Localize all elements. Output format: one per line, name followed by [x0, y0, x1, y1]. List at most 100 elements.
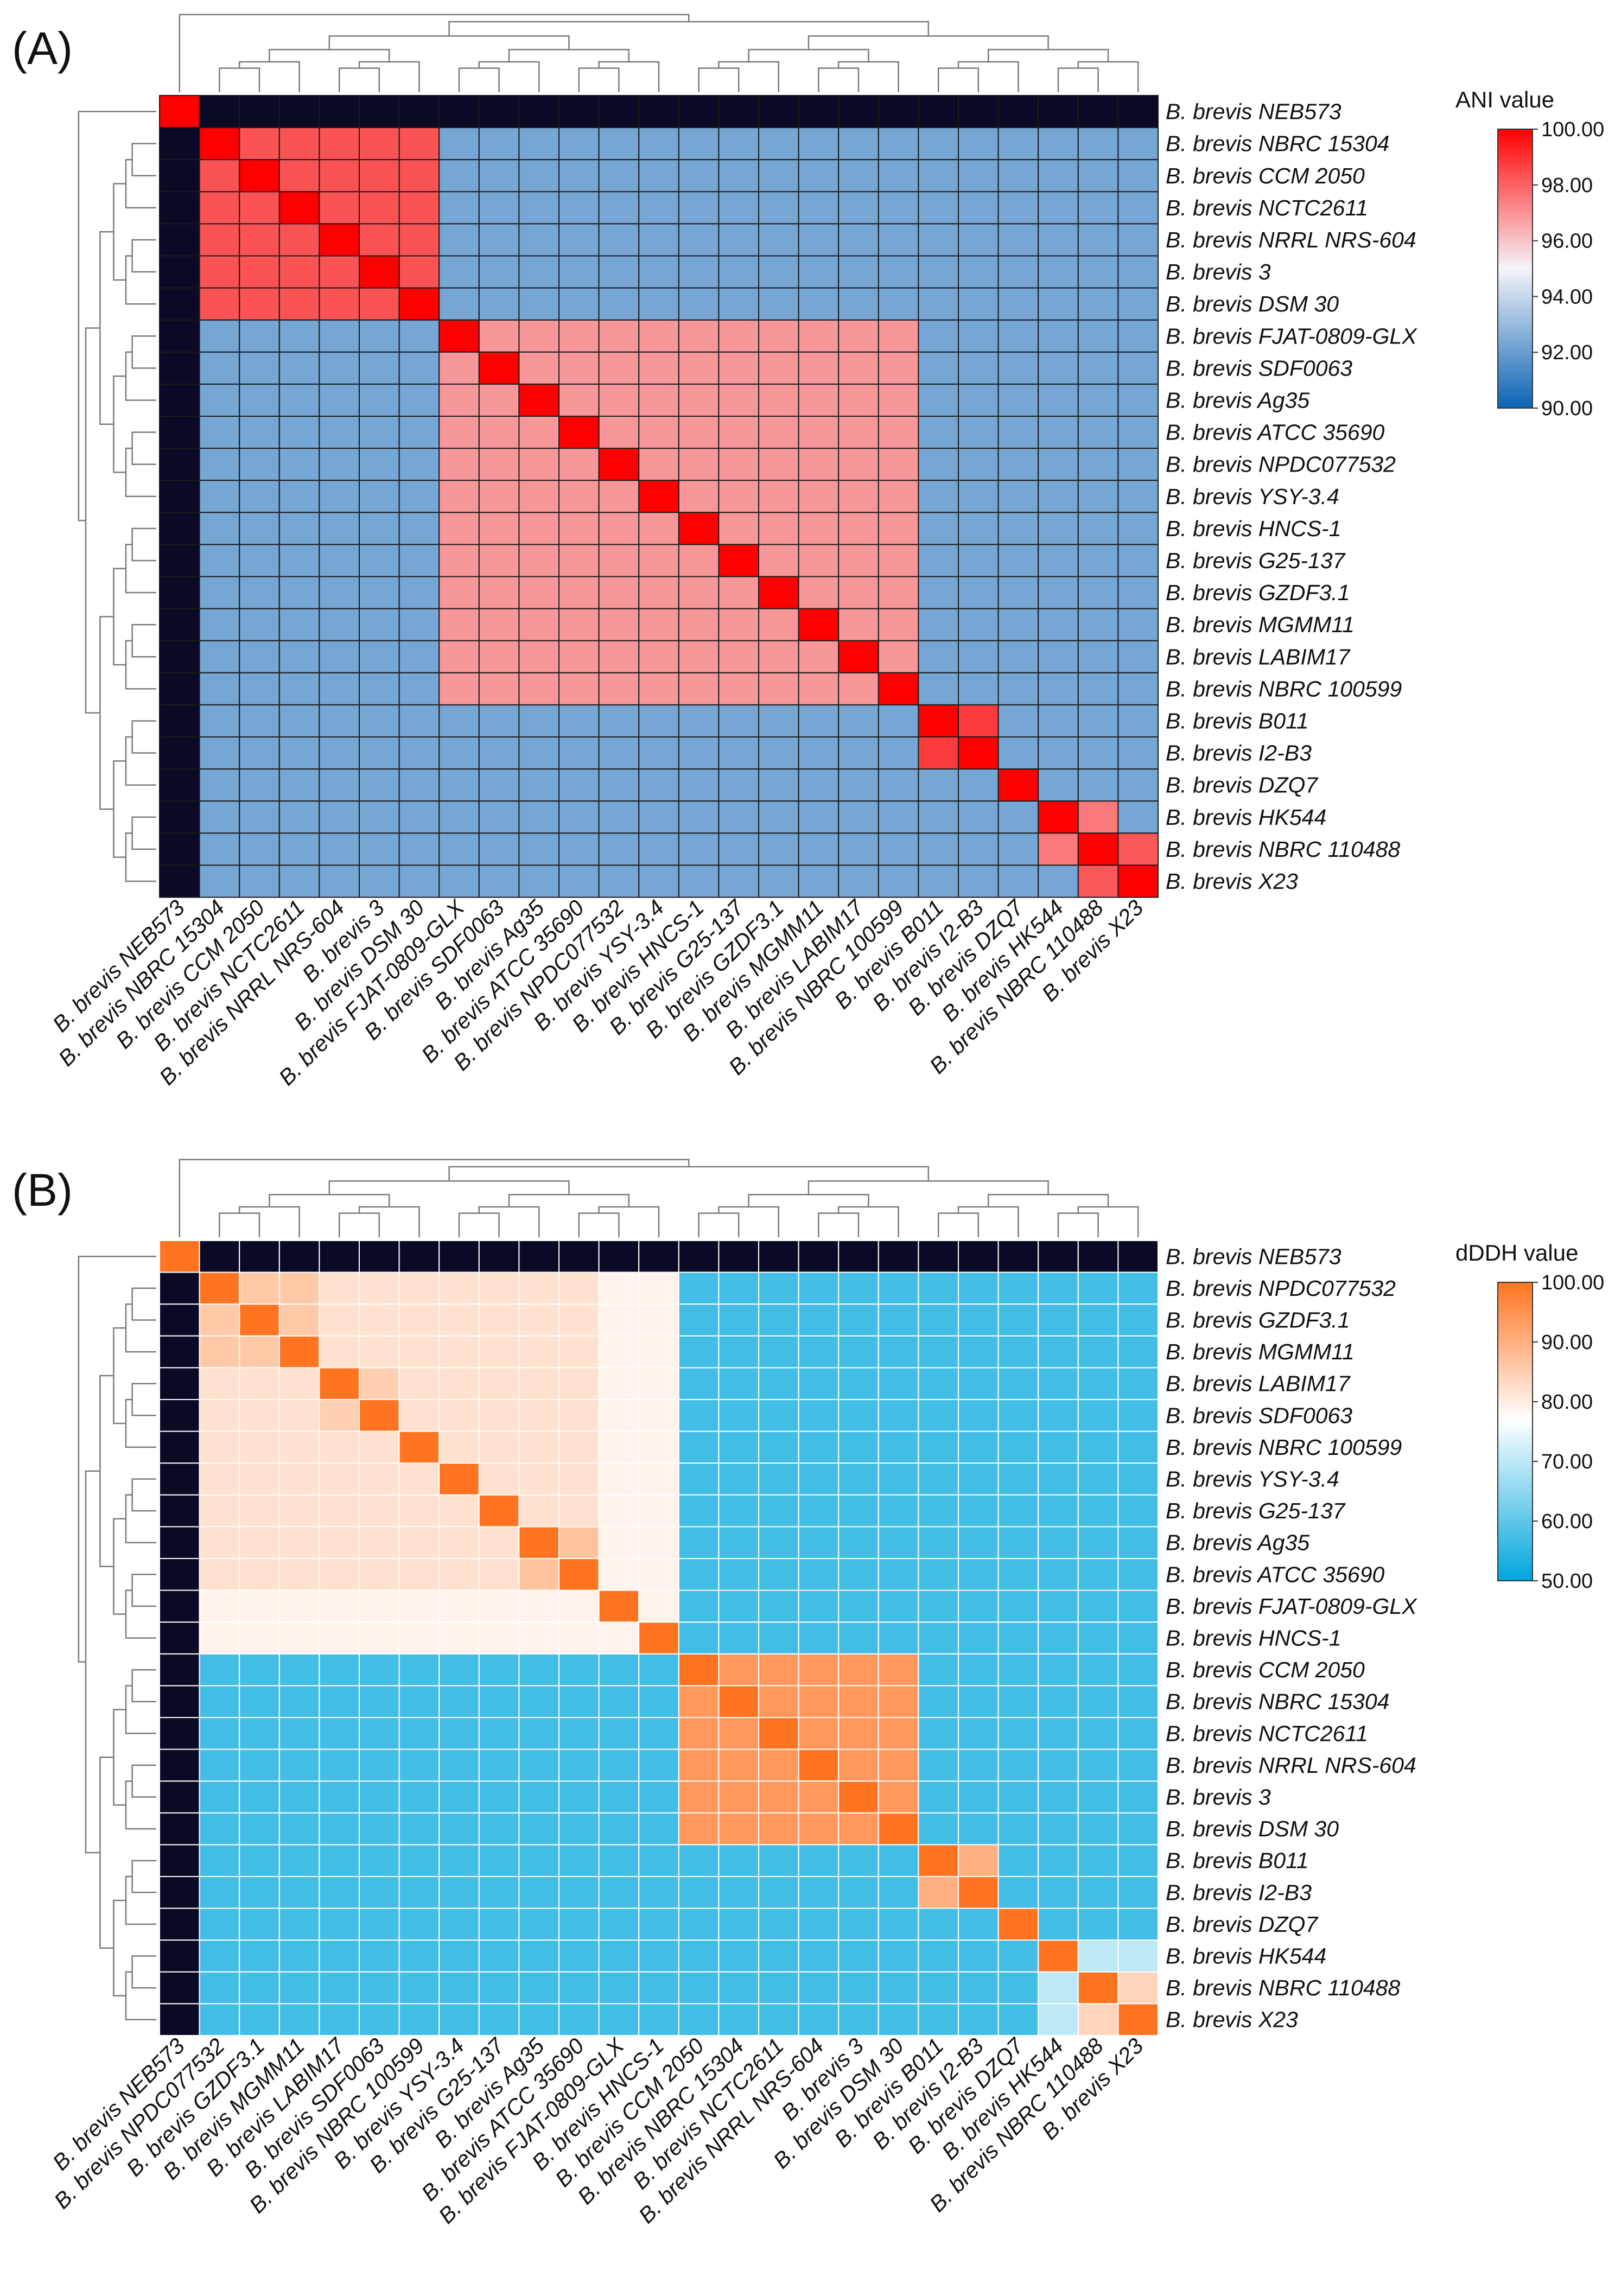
heatmap-cell: [598, 1907, 640, 1941]
heatmap-cell: [478, 1303, 520, 1337]
heatmap-cell: [638, 319, 679, 353]
heatmap-cell: [798, 640, 840, 673]
panel-a-cells: [159, 95, 1159, 898]
heatmap-cell: [319, 864, 360, 898]
heatmap-cell: [678, 95, 720, 129]
heatmap-cell: [159, 1685, 200, 1718]
heatmap-cell: [398, 351, 440, 385]
heatmap-cell: [558, 351, 600, 385]
heatmap-cell: [1038, 1399, 1079, 1432]
heatmap-cell: [278, 319, 320, 353]
heatmap-cell: [798, 319, 840, 353]
heatmap-cell: [199, 1621, 240, 1655]
heatmap-cell: [878, 1399, 919, 1432]
heatmap-cell: [958, 768, 999, 802]
heatmap-cell: [1077, 319, 1119, 353]
heatmap-cell: [798, 1240, 840, 1273]
heatmap-cell: [1077, 351, 1119, 385]
heatmap-cell: [319, 1812, 360, 1846]
heatmap-cell: [1038, 1462, 1079, 1496]
heatmap-cell: [878, 1430, 919, 1464]
heatmap-cell: [798, 480, 840, 513]
heatmap-cell: [958, 1939, 999, 1973]
heatmap-cell: [878, 1876, 919, 1909]
heatmap-cell: [718, 416, 760, 449]
heatmap-cell: [638, 832, 679, 866]
heatmap-cell: [359, 864, 400, 898]
heatmap-cell: [278, 127, 320, 161]
dendrogram-link: [508, 49, 630, 62]
heatmap-cell: [678, 1303, 720, 1337]
heatmap-cell: [678, 800, 720, 834]
heatmap-cell: [278, 159, 320, 193]
heatmap-cell: [278, 480, 320, 513]
heatmap-cell: [478, 1812, 520, 1846]
heatmap-cell: [638, 512, 679, 545]
heatmap-cell: [997, 2003, 1039, 2036]
heatmap-cell: [518, 319, 560, 353]
heatmap-cell: [199, 768, 240, 802]
heatmap-cell: [598, 1494, 640, 1528]
heatmap-cell: [1038, 1494, 1079, 1528]
heatmap-cell: [239, 1303, 280, 1337]
heatmap-cell: [1117, 1494, 1159, 1528]
heatmap-cell: [758, 1876, 799, 1909]
heatmap-cell: [1077, 1717, 1119, 1750]
heatmap-cell: [918, 1844, 959, 1877]
heatmap-cell: [478, 864, 520, 898]
heatmap-cell: [997, 480, 1039, 513]
heatmap-cell: [398, 448, 440, 481]
heatmap-cell: [758, 1685, 799, 1718]
heatmap-cell: [398, 1589, 440, 1623]
heatmap-cell: [918, 1430, 959, 1464]
heatmap-cell: [159, 191, 200, 225]
heatmap-cell: [159, 1526, 200, 1559]
heatmap-cell: [398, 608, 440, 641]
heatmap-cell: [958, 159, 999, 193]
heatmap-cell: [678, 640, 720, 673]
heatmap-cell: [718, 255, 760, 289]
heatmap-cell: [758, 287, 799, 321]
heatmap-cell: [678, 768, 720, 802]
heatmap-cell: [678, 1589, 720, 1623]
heatmap-cell: [278, 768, 320, 802]
heatmap-cell: [278, 544, 320, 577]
heatmap-cell: [359, 1303, 400, 1337]
heatmap-cell: [878, 608, 919, 641]
heatmap-cell: [438, 1780, 480, 1814]
heatmap-cell: [1038, 864, 1079, 898]
heatmap-cell: [438, 1685, 480, 1718]
heatmap-cell: [598, 383, 640, 417]
dendrogram-link: [99, 616, 114, 810]
heatmap-cell: [997, 800, 1039, 834]
heatmap-cell: [1077, 1844, 1119, 1877]
heatmap-cell: [1038, 832, 1079, 866]
heatmap-cell: [518, 191, 560, 225]
heatmap-cell: [758, 1494, 799, 1528]
heatmap-cell: [918, 1526, 959, 1559]
heatmap-cell: [798, 287, 840, 321]
heatmap-cell: [798, 1685, 840, 1718]
heatmap-cell: [838, 1971, 879, 2005]
heatmap-cell: [1117, 448, 1159, 481]
legend-title: dDDH value: [1455, 1240, 1578, 1265]
heatmap-cell: [1077, 1240, 1119, 1273]
heatmap-cell: [878, 159, 919, 193]
heatmap-cell: [319, 1589, 360, 1623]
heatmap-cell: [159, 95, 200, 129]
heatmap-cell: [838, 1335, 879, 1369]
heatmap-cell: [958, 1335, 999, 1369]
heatmap-cell: [598, 704, 640, 738]
heatmap-cell: [758, 480, 799, 513]
heatmap-cell: [798, 1399, 840, 1432]
heatmap-cell: [758, 191, 799, 225]
heatmap-cell: [319, 608, 360, 641]
heatmap-cell: [918, 1939, 959, 1973]
heatmap-cell: [878, 1240, 919, 1273]
heatmap-cell: [678, 1876, 720, 1909]
heatmap-cell: [758, 1430, 799, 1464]
heatmap-cell: [438, 1367, 480, 1400]
heatmap-cell: [638, 1621, 679, 1655]
row-label: B. brevis NBRC 100599: [1166, 1435, 1402, 1460]
heatmap-cell: [278, 1271, 320, 1305]
